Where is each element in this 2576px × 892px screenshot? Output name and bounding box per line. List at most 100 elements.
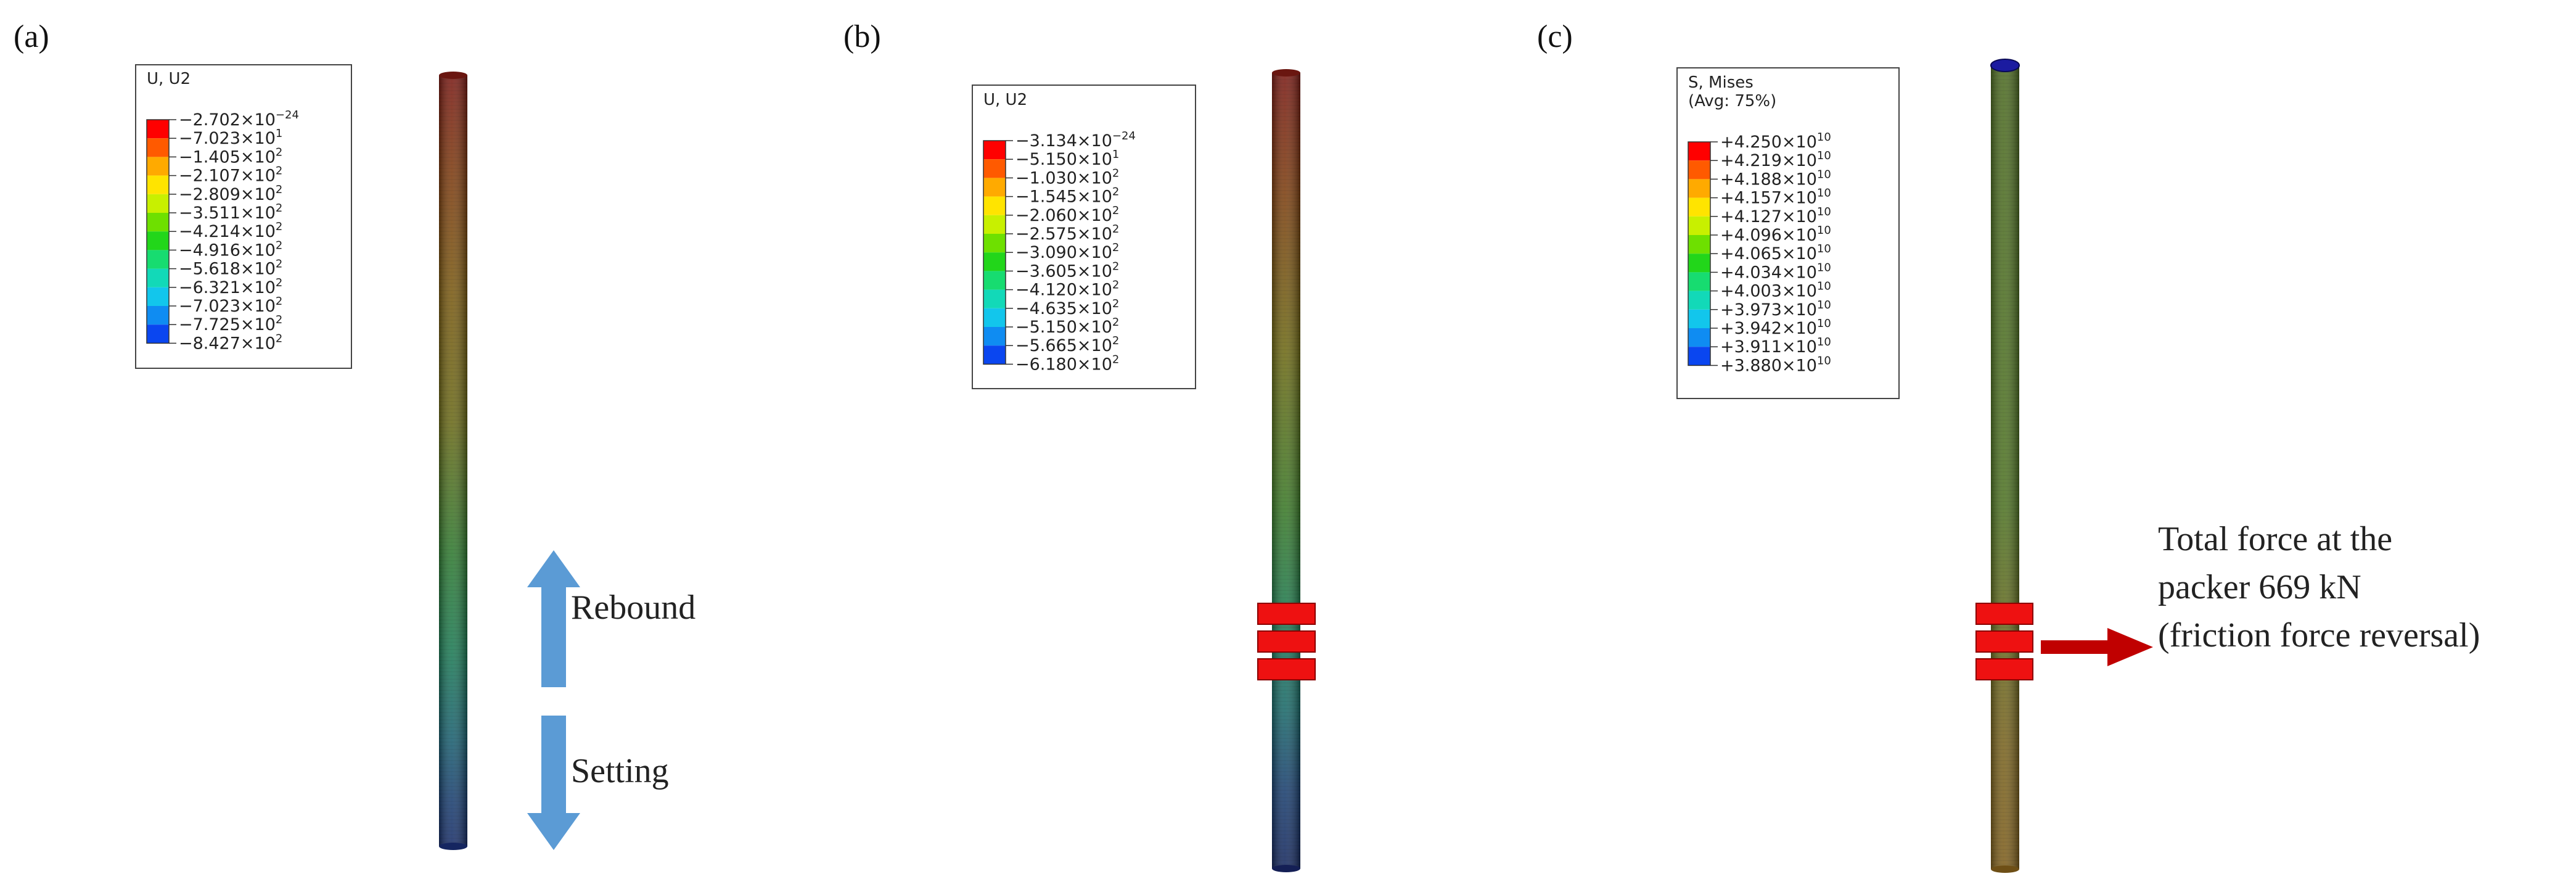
annotation-line-1: Total force at the (2158, 520, 2392, 558)
legend-swatch (147, 250, 169, 269)
panel-label-a: (a) (14, 19, 49, 54)
legend-value: +4.157×1010 (1720, 187, 1831, 208)
legend-swatch (147, 287, 169, 306)
legend-value: +4.250×1010 (1720, 131, 1831, 152)
annotation-line-3: (friction force reversal) (2158, 616, 2480, 655)
legend-value: −7.023×102 (179, 295, 282, 316)
legend-value: −7.023×101 (179, 127, 282, 148)
right-arrow-icon (2041, 628, 2153, 666)
legend-b-entries: U, U2 −3.134×10−24−5.150×101−1.030×102−1.… (983, 91, 1136, 374)
legend-swatch (147, 138, 169, 157)
legend-swatch (1688, 179, 1710, 198)
panel-c: (c) S, Mises(Avg: 75%) +4.250×1010+4.219×… (1537, 19, 2480, 873)
legend-swatch (147, 175, 169, 194)
legend-swatch (147, 306, 169, 325)
legend-swatch (983, 234, 1006, 253)
legend-value: −2.060×102 (1015, 204, 1119, 225)
legend-value: +4.219×1010 (1720, 149, 1831, 170)
legend-swatch (1688, 254, 1710, 273)
legend-value: −3.511×102 (179, 202, 282, 223)
legend-swatch (147, 157, 169, 176)
panel-b: (b) U, U2 −3.134×10−24−5.150×101−1.030×10… (843, 19, 1316, 872)
legend-value: −5.618×102 (179, 258, 282, 279)
legend-swatch (983, 178, 1006, 197)
down-arrow-icon (527, 716, 580, 850)
tubing-top-cap (439, 72, 467, 79)
packer-element (1257, 630, 1316, 653)
legend-value: −1.405×102 (179, 146, 282, 167)
packer-element (1975, 658, 2033, 680)
annotation-line-2: packer 669 kN (2158, 568, 2361, 606)
legend-value: −1.545×102 (1015, 186, 1119, 207)
tubing-bottom-cap (1272, 865, 1300, 872)
legend-swatch (147, 231, 169, 250)
legend-swatch (983, 308, 1006, 327)
legend-swatch (147, 213, 169, 232)
tubing-shading (1272, 73, 1300, 869)
legend-swatch (147, 194, 169, 213)
legend-value: −5.665×102 (1015, 334, 1119, 355)
legend-swatch (1688, 328, 1710, 347)
tubing-shading (439, 75, 467, 846)
rebound-arrow (527, 550, 580, 687)
legend-title: U, U2 (983, 91, 1027, 109)
legend-value: −3.090×102 (1015, 241, 1119, 262)
legend-swatch (1688, 142, 1710, 161)
legend-c: S, Mises(Avg: 75%) +4.250×1010+4.219×1010… (1676, 67, 1900, 399)
tubing-bottom-cap (439, 843, 467, 850)
legend-value: −6.321×102 (179, 276, 282, 297)
legend-title: S, Mises (1688, 73, 1754, 92)
legend-a: U, U2−2.702×10−24−7.023×101−1.405×102−2.… (135, 64, 352, 369)
tubing-shading (1991, 64, 2019, 869)
legend-swatch (983, 215, 1006, 234)
legend-swatch (1688, 216, 1710, 235)
legend-swatch (983, 271, 1006, 290)
legend-swatch (1688, 197, 1710, 217)
legend-value: −2.702×10−24 (179, 109, 299, 130)
legend-value: +3.973×1010 (1720, 299, 1831, 320)
legend-swatch (1688, 347, 1710, 366)
legend-title: U, U2 (147, 70, 191, 88)
legend-value: −4.214×102 (179, 220, 282, 241)
legend-swatch (1688, 309, 1710, 328)
legend-value: +3.911×1010 (1720, 336, 1831, 357)
legend-box (972, 85, 1196, 389)
legend-swatch (983, 141, 1006, 160)
legend-value: −6.180×102 (1015, 353, 1119, 374)
legend-value: −2.575×102 (1015, 223, 1119, 244)
legend-swatch (147, 268, 169, 287)
legend-value: +3.880×1010 (1720, 354, 1831, 375)
legend-value: −5.150×102 (1015, 316, 1119, 337)
legend-swatch (983, 252, 1006, 271)
legend-a-entries: U, U2−2.702×10−24−7.023×101−1.405×102−2.… (146, 70, 299, 353)
legend-swatch (147, 324, 169, 344)
legend-value: +4.003×1010 (1720, 280, 1831, 301)
legend-swatch (1688, 272, 1710, 291)
setting-arrow (527, 716, 580, 850)
legend-c-entries: S, Mises(Avg: 75%) +4.250×1010+4.219×1010… (1688, 73, 1831, 375)
legend-value: −4.916×102 (179, 239, 282, 260)
force-annotation: Total force at the packer 669 kN (fricti… (2158, 520, 2480, 655)
legend-value: −4.120×102 (1015, 279, 1119, 300)
tubing-a (439, 72, 467, 850)
legend-value: +3.942×1010 (1720, 317, 1831, 338)
legend-swatch (983, 289, 1006, 308)
packer-element (1257, 603, 1316, 625)
tubing-b (1272, 69, 1300, 872)
legend-swatch (1688, 235, 1710, 254)
tubing-top-cap (1272, 69, 1300, 76)
panel-label-c: (c) (1537, 19, 1573, 54)
legend-value: −8.427×102 (179, 332, 282, 353)
packer-element (1975, 630, 2033, 653)
packer-c (1975, 603, 2033, 680)
tubing-c (1990, 59, 2020, 873)
legend-value: −3.605×102 (1015, 260, 1119, 281)
legend-value: −1.030×102 (1015, 167, 1119, 188)
packer-element (1975, 603, 2033, 625)
legend-value: −7.725×102 (179, 313, 282, 334)
legend-value: +4.034×1010 (1720, 261, 1831, 282)
legend-value: −5.150×101 (1015, 148, 1119, 169)
up-arrow-icon (527, 550, 580, 687)
legend-swatch (983, 345, 1006, 365)
